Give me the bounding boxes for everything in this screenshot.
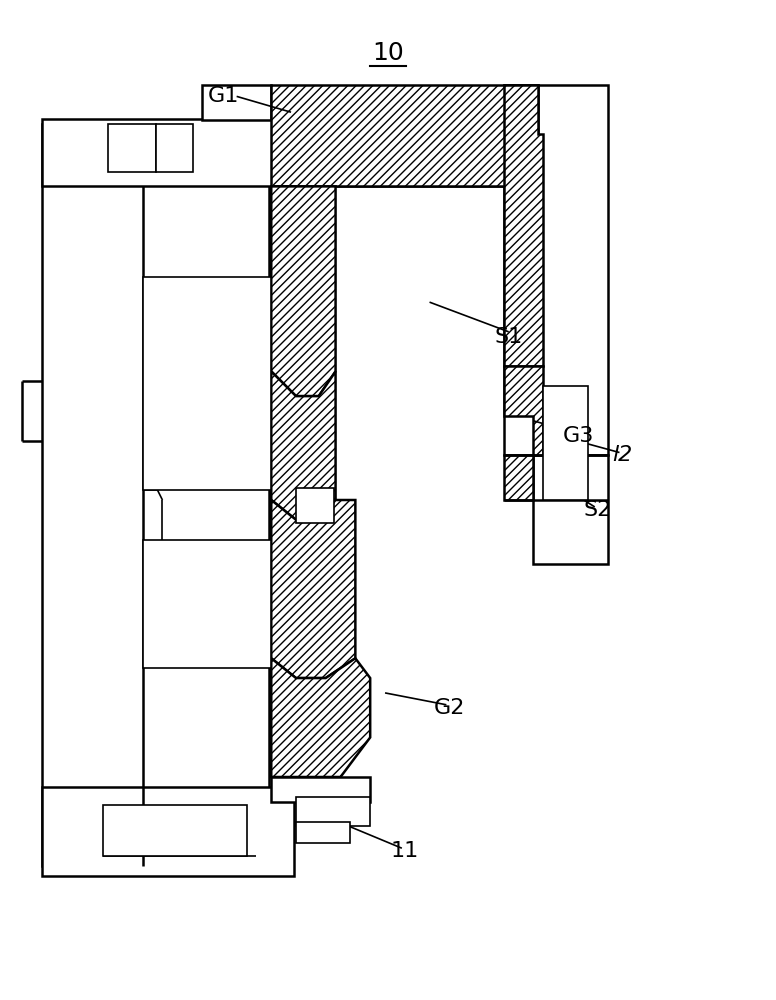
Bar bbox=[296, 488, 334, 523]
Bar bbox=[143, 277, 272, 490]
Bar bbox=[103, 805, 247, 856]
Polygon shape bbox=[272, 85, 539, 186]
Text: S1: S1 bbox=[494, 327, 523, 347]
Text: 10: 10 bbox=[372, 41, 404, 65]
Bar bbox=[296, 797, 370, 826]
Polygon shape bbox=[272, 500, 355, 678]
Polygon shape bbox=[272, 371, 335, 520]
Bar bbox=[155, 124, 193, 172]
Text: l2: l2 bbox=[612, 445, 632, 465]
Text: G2: G2 bbox=[434, 698, 465, 718]
Bar bbox=[143, 540, 272, 668]
Bar bbox=[533, 455, 608, 564]
Bar bbox=[543, 386, 588, 500]
Polygon shape bbox=[504, 455, 533, 500]
Bar bbox=[42, 787, 294, 876]
Polygon shape bbox=[272, 186, 335, 396]
Polygon shape bbox=[504, 85, 543, 366]
Polygon shape bbox=[504, 366, 543, 455]
Polygon shape bbox=[272, 658, 370, 777]
Bar bbox=[296, 822, 351, 843]
Bar bbox=[42, 119, 526, 186]
Bar bbox=[272, 777, 370, 802]
Text: G3: G3 bbox=[563, 426, 594, 446]
Text: G1: G1 bbox=[208, 86, 240, 106]
Bar bbox=[108, 124, 155, 172]
Bar bbox=[42, 124, 269, 866]
Text: S2: S2 bbox=[584, 500, 611, 520]
Bar bbox=[202, 85, 272, 120]
Text: 11: 11 bbox=[390, 841, 419, 861]
Bar bbox=[504, 85, 608, 455]
